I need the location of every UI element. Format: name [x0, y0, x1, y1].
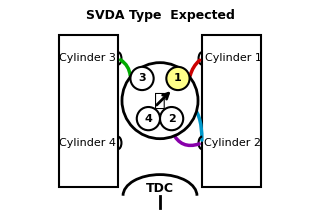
Text: 4: 4	[144, 114, 152, 124]
Circle shape	[166, 67, 189, 90]
Text: Cylinder 2: Cylinder 2	[204, 138, 261, 148]
Text: 3: 3	[138, 73, 146, 83]
Circle shape	[131, 67, 154, 90]
Text: 🔧: 🔧	[154, 91, 166, 110]
Circle shape	[137, 107, 160, 130]
Text: TDC: TDC	[146, 182, 174, 195]
Text: Cylinder 3: Cylinder 3	[59, 54, 116, 63]
Text: SVDA Type  Expected: SVDA Type Expected	[85, 9, 235, 22]
FancyBboxPatch shape	[202, 35, 261, 187]
Circle shape	[160, 107, 183, 130]
FancyBboxPatch shape	[59, 35, 118, 187]
Text: 1: 1	[174, 73, 182, 83]
Text: Cylinder 1: Cylinder 1	[204, 54, 261, 63]
Circle shape	[122, 63, 198, 139]
Text: Cylinder 4: Cylinder 4	[59, 138, 116, 148]
Text: 2: 2	[168, 114, 175, 124]
